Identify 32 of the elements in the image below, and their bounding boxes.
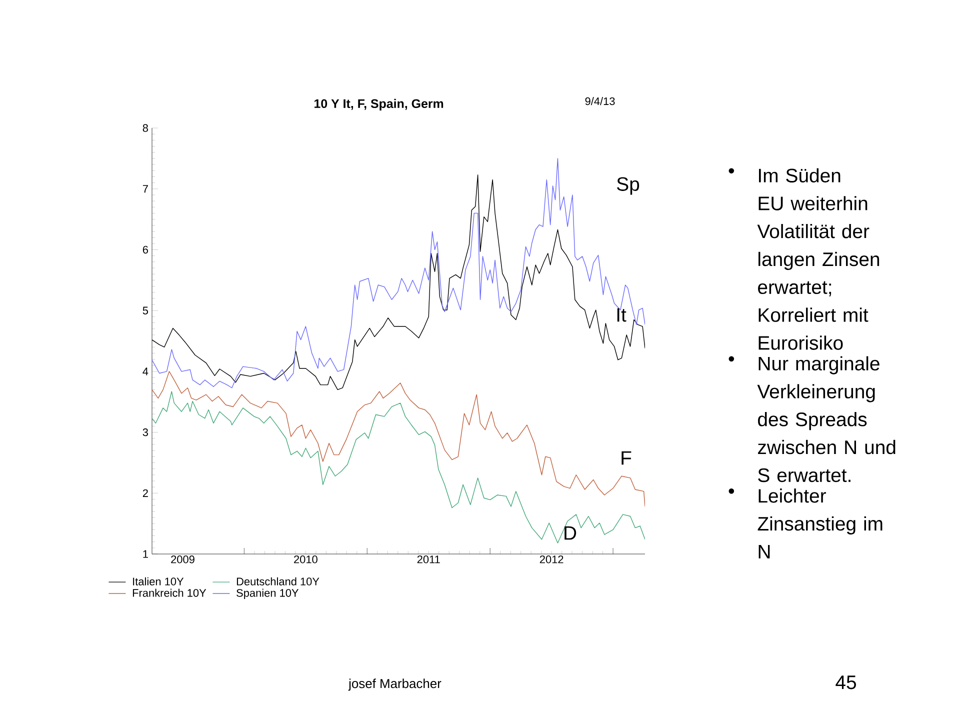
y-tick-label: 1	[143, 550, 148, 558]
legend-label: Deutschland 10Y	[236, 577, 320, 586]
line-series	[152, 371, 646, 507]
legend-label: Spanien 10Y	[236, 588, 299, 599]
y-tick-label: 2	[142, 489, 148, 497]
x-tick-label: 2009	[171, 556, 194, 564]
legend-label: Frankreich 10Y	[132, 588, 206, 597]
chart-title: 10 Y It, F, Spain, Germ	[314, 98, 444, 110]
y-tick-label: 4	[142, 368, 148, 376]
text: 9/4/13	[585, 97, 615, 106]
annotation: D	[564, 526, 576, 540]
text: •	[728, 356, 734, 362]
annotation: Sp	[617, 177, 640, 195]
line-series	[152, 391, 646, 544]
text: Nur marginale Verkleinerung des Spreads zwischen N und S erwartet.	[757, 356, 896, 482]
x-tick-label: 2010	[294, 556, 318, 564]
text: •	[728, 488, 734, 494]
y-tick-label: 6	[142, 246, 148, 254]
x-tick-label: 2012	[540, 556, 564, 564]
y-tick-label: 3	[142, 428, 148, 436]
text: Leichter Zinsanstieg im N	[758, 488, 882, 558]
x-tick-label: 2011	[417, 556, 440, 564]
text: 45	[836, 676, 856, 690]
y-tick-label: 8	[142, 124, 148, 132]
y-tick-label: 7	[142, 185, 148, 193]
text: •	[728, 168, 734, 174]
text: Im Süden EU weiterhin Volatilität der langen Zinsen erwartet; Korreliert mit Eurorisiko	[757, 168, 880, 350]
annotation: It	[617, 308, 626, 322]
y-tick-label: 5	[142, 306, 148, 314]
annotation: F	[622, 451, 632, 465]
text: josef Marbacher	[348, 678, 442, 691]
legend-label: Italien 10Y	[133, 577, 184, 586]
